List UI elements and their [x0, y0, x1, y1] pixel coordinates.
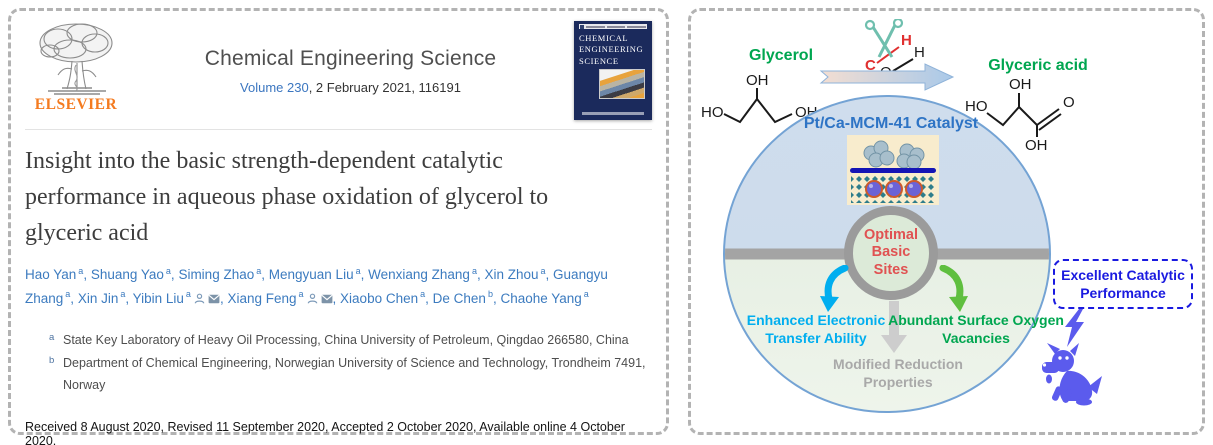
affiliation: a State Key Laboratory of Heavy Oil Proce…	[49, 329, 649, 352]
author[interactable]: De Chen b,	[432, 289, 501, 306]
journal-issue-line: Volume 230, 2 February 2021, 116191	[127, 80, 574, 95]
catalyst-label: Pt/Ca-MCM-41 Catalyst	[803, 115, 979, 132]
author[interactable]: Xiang Feng a,	[227, 289, 341, 306]
person-icon[interactable]	[307, 293, 318, 304]
author[interactable]: Hao Yan a,	[25, 265, 91, 283]
author[interactable]: Siming Zhao a,	[178, 265, 269, 283]
dog-icon	[1042, 343, 1102, 406]
elsevier-tree-icon	[39, 23, 113, 95]
article-title: Insight into the basic strength-dependen…	[25, 148, 549, 246]
author-affiliation-sup: a	[120, 289, 126, 300]
corresponding-author-icons	[304, 291, 333, 306]
effect-left: Enhanced Electronic Transfer Ability	[746, 312, 886, 347]
arrow-down-gray	[881, 301, 907, 353]
affiliation-label: b	[49, 354, 55, 366]
effect-bottom: Modified Reduction Properties	[833, 356, 963, 391]
svg-text:H: H	[901, 32, 912, 49]
reactant-label: Glycerol	[748, 47, 814, 64]
catalyst-schematic	[847, 135, 939, 205]
cover-footer-line	[582, 112, 644, 115]
svg-text:OH: OH	[1009, 76, 1032, 93]
journal-title-link[interactable]: Chemical Engineering Science	[204, 47, 497, 70]
svg-text:C: C	[865, 57, 876, 74]
glycerol-structure: OH HO OH	[701, 72, 818, 124]
volume-link[interactable]: Volume 230	[240, 80, 309, 95]
person-icon[interactable]	[194, 293, 205, 304]
core-circle: Optimal Basic Sites	[844, 206, 938, 300]
author-affiliation-sup: a	[65, 289, 71, 300]
journal-meta: Chemical Engineering Science Volume 230,…	[127, 21, 574, 95]
effect-right: Abundant Surface Oxygen Vacancies	[888, 312, 1064, 347]
journal-cover-thumbnail[interactable]: CHEMICAL ENGINEERING SCIENCE	[574, 21, 652, 120]
author-affiliation-sup: a	[471, 265, 477, 276]
reaction-arrow	[819, 63, 955, 91]
glyceric-acid-structure: OH HO O OH	[965, 76, 1075, 151]
issue-info: , 2 February 2021, 116191	[308, 80, 461, 95]
author-affiliation-sup: a	[256, 265, 262, 276]
author-affiliation-sup: a	[420, 289, 426, 300]
core-text-line1: Optimal	[864, 226, 918, 243]
svg-text:HO: HO	[965, 98, 988, 115]
author-affiliation-sup: a	[540, 265, 546, 276]
svg-text:H: H	[914, 44, 925, 61]
ca-sites	[865, 180, 923, 198]
author[interactable]: Chaohe Yang a	[500, 289, 589, 306]
cover-top-strip	[579, 24, 647, 29]
author-affiliation-sup: b	[487, 289, 493, 300]
outcome-box: Excellent Catalytic Performance	[1053, 259, 1193, 310]
arrow-down-right-green	[939, 265, 968, 312]
affiliation-text: State Key Laboratory of Heavy Oil Proces…	[63, 333, 629, 348]
svg-text:OH: OH	[1025, 137, 1048, 151]
article-dates: Received 8 August 2020, Revised 11 Septe…	[25, 419, 625, 445]
support-surface	[850, 168, 936, 173]
affiliation: b Department of Chemical Engineering, Nor…	[49, 352, 649, 397]
author[interactable]: Xiaobo Chen a,	[340, 289, 433, 306]
author[interactable]: Xin Jin a,	[77, 289, 133, 306]
svg-text:OH: OH	[746, 72, 769, 89]
elsevier-logo[interactable]: ELSEVIER	[25, 21, 127, 114]
author[interactable]: Shuang Yao a,	[90, 265, 179, 283]
cover-artwork	[599, 69, 645, 99]
author[interactable]: Wenxiang Zhang a,	[368, 265, 485, 283]
envelope-icon[interactable]	[208, 294, 220, 304]
core-text-line2: Basic Sites	[871, 244, 911, 278]
author[interactable]: Xin Zhou a,	[484, 265, 554, 283]
author[interactable]: Yibin Liu a,	[132, 289, 228, 306]
cover-title: CHEMICAL ENGINEERING SCIENCE	[579, 33, 644, 66]
author-list: Hao Yan a, Shuang Yao a, Siming Zhao a, Men…	[25, 263, 652, 310]
author[interactable]: Mengyuan Liu a,	[268, 265, 369, 283]
author-affiliation-sup: a	[583, 289, 589, 300]
svg-text:O: O	[1063, 94, 1075, 111]
affiliation-list: a State Key Laboratory of Heavy Oil Proce…	[49, 329, 649, 397]
lightning-bolt-icon	[1065, 309, 1084, 347]
journal-header: ELSEVIER Chemical Engineering Science Vo…	[25, 21, 652, 120]
author-affiliation-sup: a	[298, 289, 304, 300]
elsevier-wordmark: ELSEVIER	[34, 96, 118, 113]
bond-cleavage-scissors-icon: C H O H	[864, 19, 925, 77]
header-divider	[25, 129, 652, 130]
envelope-icon[interactable]	[320, 294, 333, 304]
author-affiliation-sup: a	[185, 289, 191, 300]
affiliation-label: a	[49, 332, 55, 344]
scissors-icon	[864, 19, 904, 58]
arrow-down-left-cyan	[820, 265, 849, 312]
affiliation-text: Department of Chemical Engineering, Norw…	[63, 355, 646, 393]
author-affiliation-sup: a	[78, 265, 84, 276]
author-affiliation-sup: a	[355, 265, 361, 276]
product-label: Glyceric acid	[988, 57, 1088, 74]
author-affiliation-sup: a	[165, 265, 171, 276]
author[interactable]: Guangyu Zhang a,	[25, 267, 608, 306]
article-header-panel: ELSEVIER Chemical Engineering Science Vo…	[8, 8, 669, 445]
svg-text:HO: HO	[701, 104, 724, 121]
corresponding-author-icons	[191, 291, 220, 306]
graphical-abstract-panel[interactable]: Glycerol OH HO OH C H O H	[688, 8, 1205, 435]
